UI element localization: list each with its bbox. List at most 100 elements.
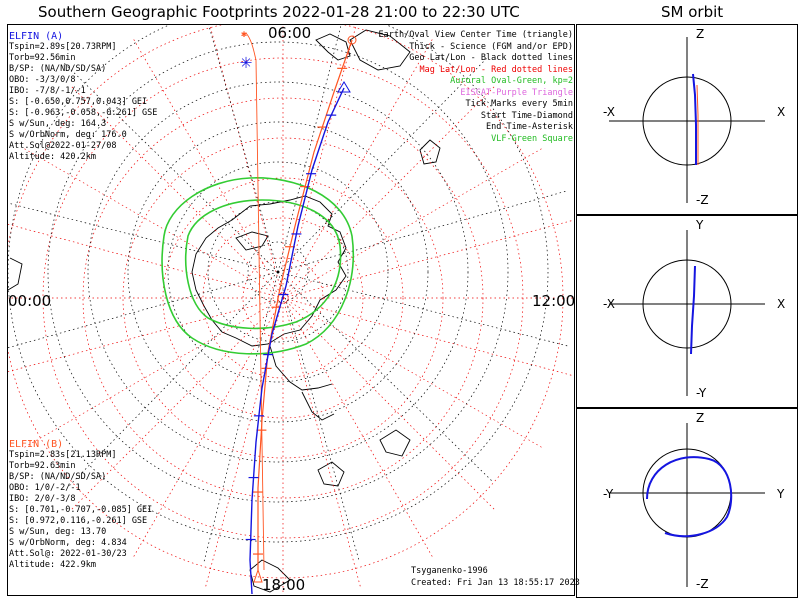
elfin-b-line: IBO: 2/0/-3/8 [9, 494, 76, 504]
geo-lat-circle [8, 25, 549, 543]
mag-lon-line [282, 297, 496, 511]
legend-item: EISCAT-Purple Triangle [460, 87, 573, 98]
mag-lon-line [132, 38, 284, 299]
elfin-a-header: ELFIN (A) [9, 31, 64, 42]
mag-lon-line [282, 297, 573, 376]
clock-label-right: 12:00 [532, 292, 576, 310]
mag-lon-line [8, 223, 284, 299]
elfin-b-line: Altitude: 422.9km [9, 560, 96, 570]
elfin-a-info: ELFIN (A) Tspin=2.89s[20.73RPM] Torb=92.… [9, 31, 157, 163]
sm-yz-bottom: -Z [696, 577, 709, 591]
mag-lon-line [282, 38, 434, 299]
legend-item: Auroral Oval-Green, kp=2 [450, 76, 573, 86]
mag-lon-line [282, 147, 543, 299]
elfin-b-line: S: [0.701,-0.707,-0.085] GEI [9, 505, 153, 515]
mag-lon-line [282, 85, 496, 299]
mag-lon-line [209, 25, 284, 299]
sm-xy-bottom: -Y [696, 386, 707, 400]
legend-item: Earth/Oval View Center Time (triangle) [378, 30, 573, 40]
geo-lon-line [8, 202, 279, 273]
mag-lon-line [282, 25, 357, 299]
elfin-b-view-triangle [253, 568, 263, 583]
sm-xz-plot [609, 37, 765, 203]
mag-lat-circle [242, 257, 324, 339]
sm-panel-xz: Z -Z -X X [576, 24, 798, 215]
elfin-a-line: S: [-0.963,-0.058,-0.261] GSE [9, 108, 158, 118]
mag-lon-line [23, 147, 284, 299]
elfin-b-line: Torb=92.63min [9, 461, 76, 471]
sm-xy-plot [609, 230, 765, 396]
landmass-bottom [249, 559, 291, 593]
mag-lat-circle [122, 137, 444, 459]
elfin-b-line: S w/OrbNorm, deg: 4.834 [9, 538, 127, 548]
geo-lat-circle [167, 161, 389, 383]
elfin-b-line: Att.Sol@: 2022-01-30/23 [9, 549, 127, 559]
created-label: Created: Fri Jan 13 18:55:17 2023 [411, 578, 580, 588]
clock-label-left: 00:00 [8, 292, 52, 310]
geo-lon-line [208, 25, 279, 273]
sm-xz-bottom: -Z [696, 193, 709, 207]
sm-xz-top: Z [696, 27, 705, 41]
elfin-a-line: Att.Sol@2022-01-27/08 [9, 141, 117, 151]
sm-orbit-title: SM orbit [661, 3, 724, 21]
elfin-a-line: Altitude: 420.2km [9, 152, 96, 162]
sm-yz-plot [609, 423, 765, 587]
sm-xy-right: X [777, 297, 786, 311]
mag-lat-circle [162, 177, 404, 419]
elfin-a-line: S: [-0.650,0.757,0.043] GEI [9, 97, 148, 107]
legend-item: Geo Lat/Lon - Black dotted lines [409, 53, 573, 63]
geo-lat-circle [247, 241, 309, 303]
mag-lon-line [23, 297, 284, 449]
elfin-a-line: Torb=92.56min [9, 53, 76, 63]
antarctica-landmass [8, 29, 441, 593]
mag-lon-line [70, 297, 284, 511]
elfin-a-line: S w/Sun, deg: 164.3 [9, 119, 107, 129]
mag-lon-line [205, 297, 284, 588]
geo-lon-line [8, 271, 279, 349]
elfin-a-start-diamond [337, 81, 351, 93]
elfin-b-info: ELFIN (B) Tspin=2.83s[21.13RPM] Torb=92.… [9, 439, 152, 571]
elfin-a-line: S w/OrbNorm, deg: 176.0 [9, 130, 127, 140]
auroral-oval-outer [161, 177, 354, 355]
elfin-b-track: ✱ [241, 29, 357, 583]
model-label: Tsyganenko-1996 [411, 566, 488, 576]
elfin-b-header: ELFIN (B) [9, 439, 64, 450]
legend: Earth/Oval View Center Time (triangle) T… [379, 30, 573, 145]
clock-label-bottom: 18:00 [262, 576, 306, 594]
sm-panel-xy: Y -Y -X X [576, 215, 798, 408]
legend-item: Thick - Science (FGM and/or EPD) [409, 41, 573, 52]
geo-lon-line [277, 271, 493, 482]
mag-lon-line [282, 297, 361, 588]
elfin-b-line: S w/Sun, deg: 13.70 [9, 527, 107, 537]
elfin-a-track: ✳ [240, 49, 351, 595]
mag-lat-circle [82, 97, 484, 499]
geo-grid [8, 25, 569, 563]
mag-lat-circle [202, 217, 364, 379]
sm-yz-left: -Y [603, 487, 614, 501]
geo-lat-circle [207, 201, 349, 343]
sm-xz-left: -X [603, 105, 615, 119]
elfin-a-line: Tspin=2.89s[20.73RPM] [9, 42, 117, 52]
legend-item: Start Time-Diamond [480, 110, 573, 121]
geo-lat-circle [47, 41, 509, 503]
landmass-top-2 [349, 29, 411, 71]
island-shape-3 [419, 139, 441, 165]
elfin-a-line: IBO: -7/8/-1/-1 [9, 86, 86, 96]
landmass-top [315, 33, 351, 61]
geo-lon-line [277, 271, 360, 561]
legend-item: VLF-Green Square [491, 133, 573, 144]
sm-xy-left: -X [603, 297, 615, 311]
mag-lon-line [282, 297, 434, 558]
sm-xy-top: Y [696, 218, 704, 232]
mag-lon-line [282, 220, 573, 299]
island-shape [317, 461, 345, 487]
sm-xz-right: X [777, 105, 786, 119]
legend-item: End Time-Asterisk [486, 122, 573, 132]
geo-lon-line [63, 62, 279, 273]
geo-lon-line [277, 25, 342, 273]
geo-lon-line [277, 190, 567, 273]
geo-lon-line [277, 271, 569, 347]
mag-lon-line [132, 297, 284, 558]
elfin-b-start-diamond [347, 35, 357, 45]
